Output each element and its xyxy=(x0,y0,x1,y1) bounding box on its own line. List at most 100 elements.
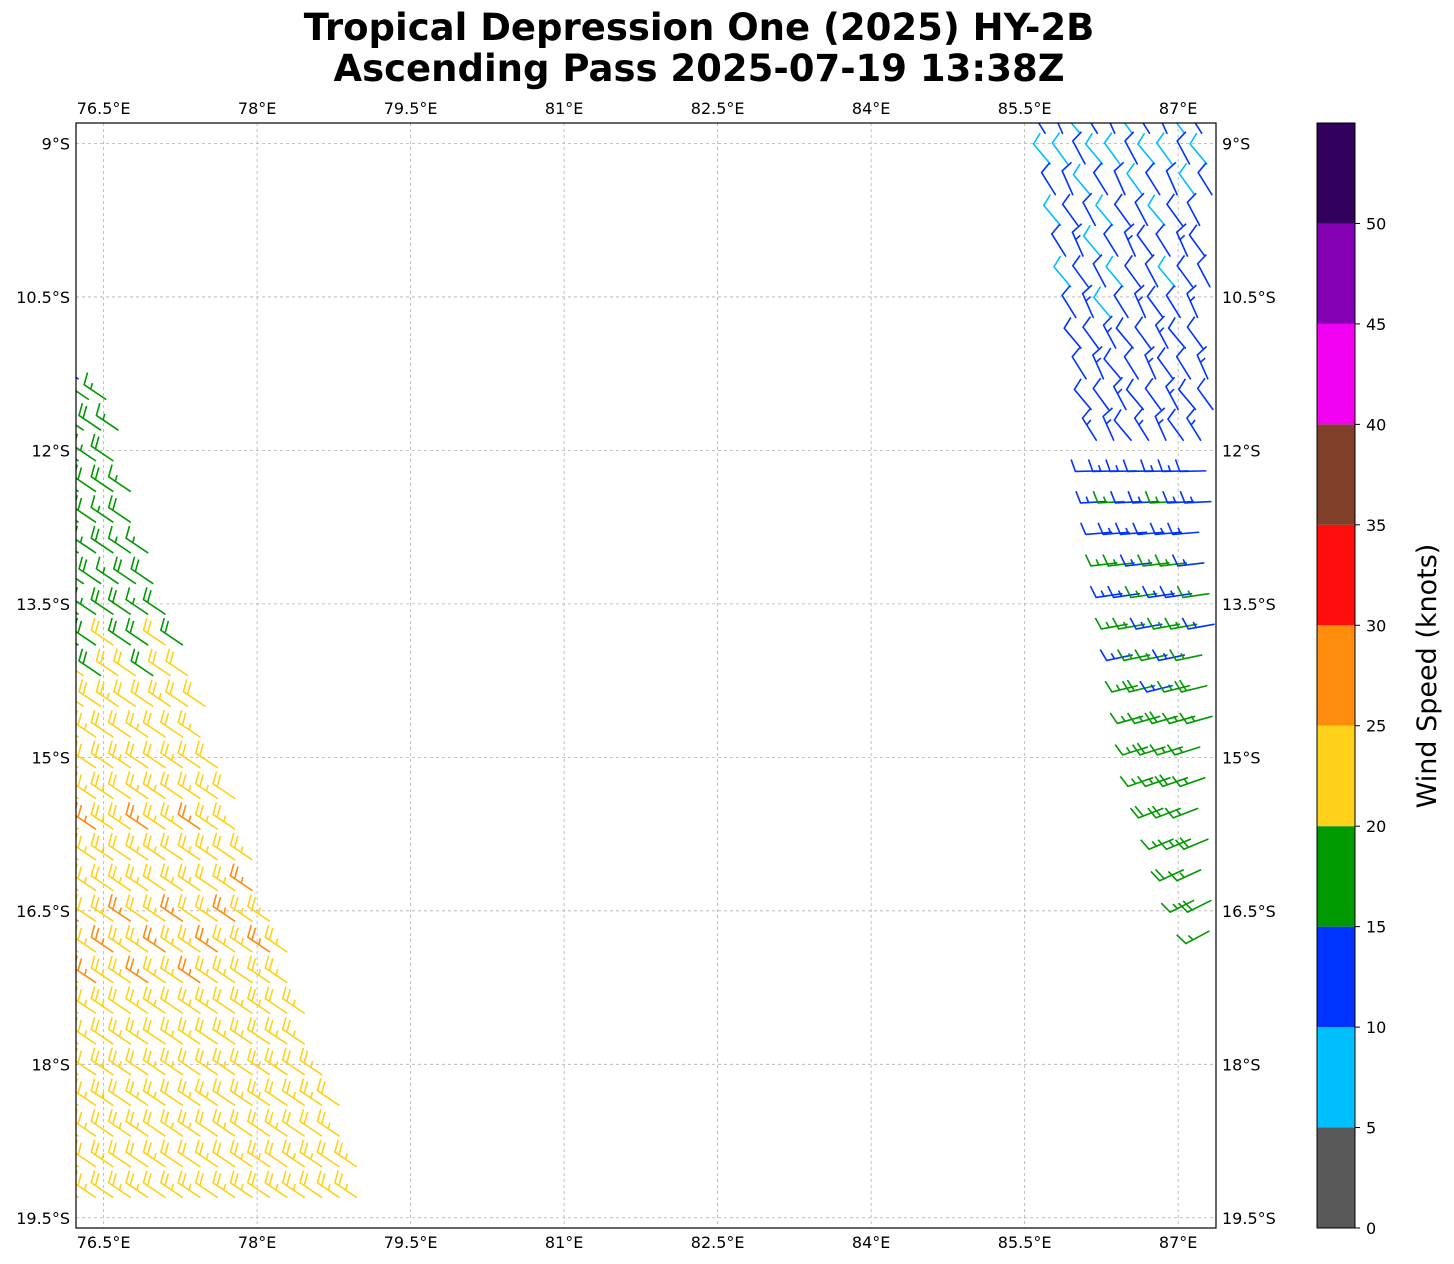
barb-full xyxy=(286,988,291,1002)
barb-half xyxy=(1137,496,1142,503)
barb-shaft xyxy=(1109,123,1116,135)
wind-barb xyxy=(160,894,184,922)
barb-full xyxy=(76,1016,79,1025)
barb-shaft xyxy=(1114,500,1143,504)
barb-shaft xyxy=(130,660,154,677)
barb-shaft xyxy=(1175,231,1189,257)
barb-shaft xyxy=(76,734,79,738)
barb-half xyxy=(170,907,175,915)
barb-shaft xyxy=(90,1181,114,1199)
barb-full xyxy=(107,832,113,846)
wind-barb xyxy=(107,894,132,922)
barb-full xyxy=(233,1050,239,1063)
wind-barb xyxy=(160,955,184,984)
lat-tick-label-right: 18°S xyxy=(1222,1055,1261,1074)
barb-full xyxy=(56,772,59,784)
barb-shaft xyxy=(1134,292,1147,319)
barb-half xyxy=(153,907,157,915)
wind-barb xyxy=(194,924,219,953)
barb-full xyxy=(77,896,83,910)
barb-shaft xyxy=(83,383,107,401)
barb-full xyxy=(77,1081,83,1094)
barb-full xyxy=(107,740,113,754)
barb-half xyxy=(188,876,192,884)
barb-full xyxy=(1167,316,1176,329)
barb-shaft xyxy=(1171,531,1200,536)
wind-barb xyxy=(76,980,79,984)
wind-barb xyxy=(76,642,79,646)
wind-barb xyxy=(1164,617,1198,630)
barb-full xyxy=(1144,345,1155,356)
barb-shaft xyxy=(107,721,132,738)
barb-full xyxy=(1149,522,1157,535)
wind-barb xyxy=(142,1078,166,1107)
wind-barb xyxy=(1166,744,1201,756)
wind-barb xyxy=(281,1108,306,1137)
barb-shaft xyxy=(1167,418,1185,441)
wind-barb xyxy=(76,826,79,830)
barb-full xyxy=(90,771,96,784)
barb-full xyxy=(61,1081,64,1093)
barb-half xyxy=(1179,872,1185,878)
wind-barb xyxy=(1174,459,1207,473)
barb-full xyxy=(90,740,96,754)
barb-full xyxy=(233,896,239,910)
wind-barb xyxy=(125,924,149,953)
wind-barb xyxy=(83,372,107,401)
wind-barb xyxy=(76,587,97,615)
barb-half xyxy=(89,382,94,390)
wind-barb xyxy=(194,1047,219,1076)
wind-barb xyxy=(177,802,201,830)
barb-full xyxy=(125,1108,131,1122)
barb-full xyxy=(112,896,117,910)
barb-full xyxy=(1087,459,1094,472)
barb-full xyxy=(1134,649,1143,661)
barb-full xyxy=(299,1078,305,1091)
colorbar-segment xyxy=(1317,123,1355,224)
barb-shaft xyxy=(142,752,166,769)
wind-barb xyxy=(76,433,97,462)
barb-shaft xyxy=(1156,746,1184,756)
barb-shaft xyxy=(76,519,79,523)
wind-barb xyxy=(281,1170,306,1199)
barb-full xyxy=(247,1170,253,1183)
barb-shaft xyxy=(1172,807,1199,819)
wind-barb xyxy=(194,1139,219,1168)
barb-half xyxy=(1155,496,1159,503)
barb-shaft xyxy=(76,550,79,554)
barb-shaft xyxy=(1117,623,1146,630)
barb-full xyxy=(107,587,113,600)
wind-barb xyxy=(1165,285,1181,319)
barb-full xyxy=(177,771,183,784)
wind-barb xyxy=(212,802,236,830)
barb-full xyxy=(90,1016,96,1030)
barb-full xyxy=(199,1111,204,1125)
wind-barb xyxy=(177,1170,201,1199)
barb-shaft xyxy=(177,752,201,769)
wind-barb xyxy=(107,587,132,615)
barb-full xyxy=(66,652,69,664)
barb-half xyxy=(344,1153,349,1160)
barb-shaft xyxy=(76,784,97,800)
barb-full xyxy=(90,1139,96,1153)
barb-full xyxy=(177,955,183,969)
wind-barb xyxy=(1089,585,1123,599)
barb-full xyxy=(212,863,218,877)
wind-barb xyxy=(125,771,149,800)
barb-shaft xyxy=(142,1181,166,1199)
barb-half xyxy=(1085,496,1090,503)
barb-half xyxy=(188,999,192,1007)
barb-full xyxy=(286,1019,291,1033)
barb-full xyxy=(199,958,204,971)
barb-full xyxy=(264,1170,270,1183)
lon-tick-label-bottom: 76.5°E xyxy=(77,1233,131,1252)
colorbar-tick-label: 45 xyxy=(1366,315,1386,334)
wind-barb xyxy=(1167,316,1187,349)
barb-half xyxy=(1189,296,1196,302)
wind-barb xyxy=(177,709,201,738)
barb-shaft xyxy=(1050,233,1067,257)
barb-full xyxy=(1123,346,1134,358)
barb-full xyxy=(264,1047,270,1061)
wind-barb xyxy=(1061,193,1079,227)
barb-shaft xyxy=(212,997,236,1014)
